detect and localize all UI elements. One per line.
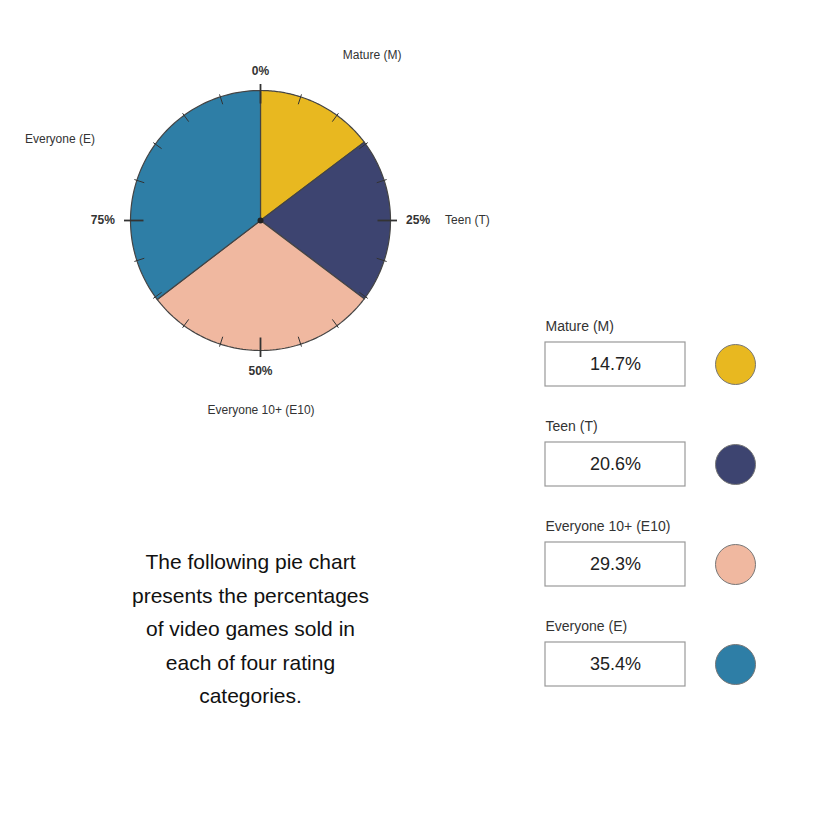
svg-text:50%: 50% <box>248 364 272 378</box>
svg-text:25%: 25% <box>406 213 430 227</box>
svg-text:Mature (M): Mature (M) <box>546 318 614 334</box>
svg-text:Mature (M): Mature (M) <box>343 48 402 62</box>
svg-text:14.7%: 14.7% <box>590 354 641 374</box>
svg-text:29.3%: 29.3% <box>590 554 641 574</box>
svg-text:Everyone 10+ (E10): Everyone 10+ (E10) <box>546 518 671 534</box>
svg-text:75%: 75% <box>91 213 115 227</box>
svg-text:0%: 0% <box>252 64 270 78</box>
svg-text:Teen (T): Teen (T) <box>445 213 490 227</box>
svg-text:35.4%: 35.4% <box>590 654 641 674</box>
svg-text:Everyone (E): Everyone (E) <box>25 132 95 146</box>
svg-text:Everyone 10+ (E10): Everyone 10+ (E10) <box>208 403 315 417</box>
svg-text:Teen (T): Teen (T) <box>546 418 598 434</box>
svg-text:Everyone (E): Everyone (E) <box>546 618 628 634</box>
svg-text:The following pie chartpresent: The following pie chartpresents the perc… <box>132 550 369 707</box>
svg-text:20.6%: 20.6% <box>590 454 641 474</box>
